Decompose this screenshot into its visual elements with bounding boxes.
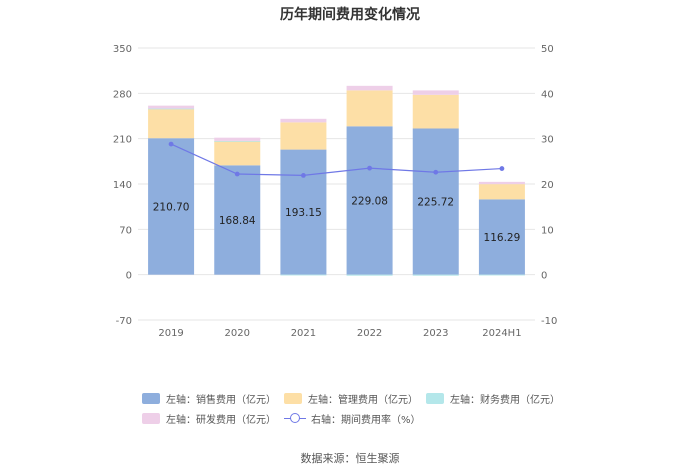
- chart-title: 历年期间费用变化情况: [280, 7, 420, 23]
- bar-segment: [412, 274, 459, 276]
- legend-swatch-sales: [142, 393, 160, 404]
- rate-point: [499, 166, 505, 171]
- x-axis-tick-label: 2023: [423, 328, 448, 339]
- x-axis-tick-label: 2020: [225, 328, 250, 339]
- data-label: 168.84: [219, 215, 256, 227]
- bar-segment: [280, 122, 327, 150]
- x-axis-tick-label: 2019: [158, 328, 183, 339]
- legend-item-rate[interactable]: 右轴：期间费用率（%）: [284, 411, 421, 426]
- x-axis-tick-label: 2024H1: [482, 328, 521, 339]
- bar-segment: [478, 184, 525, 200]
- bar-segment: [214, 140, 261, 142]
- bar-segment: [148, 108, 195, 110]
- left-axis-tick-label: 0: [126, 271, 132, 282]
- bar-segment: [148, 105, 195, 109]
- right-axis-tick-label: 0: [541, 271, 547, 282]
- right-axis-tick-label: 50: [541, 44, 554, 55]
- bar-segment: [148, 138, 195, 275]
- data-label: 210.70: [153, 201, 190, 213]
- left-axis-tick-label: 70: [119, 225, 132, 236]
- bar-segment: [346, 90, 393, 127]
- legend-label-rnd: 左轴：研发费用（亿元）: [166, 415, 276, 426]
- x-axis-tick-label: 2021: [291, 328, 316, 339]
- left-axis-tick-label: -70: [116, 316, 132, 327]
- bar-segment: [412, 128, 459, 275]
- bar-segment: [214, 165, 261, 275]
- right-axis-tick-label: 30: [541, 135, 554, 146]
- legend-label-finance: 左轴：财务费用（亿元）: [450, 395, 560, 406]
- chart-plot: -70 -10 0 0 70 10 140 20 210 30 280 40 350 50 2019 2020…: [113, 44, 557, 339]
- left-axis-tick-label: 210: [113, 135, 132, 146]
- x-axis-tick-label: 2022: [357, 328, 382, 339]
- rate-point: [433, 169, 439, 175]
- bar-segment: [214, 137, 261, 141]
- bar-segment: [346, 126, 393, 275]
- right-axis-tick-label: -10: [541, 316, 557, 327]
- bar-segment: [346, 85, 393, 91]
- bar-segment: [280, 274, 327, 276]
- left-axis-tick-label: 140: [113, 180, 132, 191]
- bar-segment: [148, 108, 195, 139]
- bar-segment: [412, 90, 459, 95]
- right-axis-tick-label: 40: [541, 89, 554, 100]
- legend-item-sales[interactable]: 左轴：销售费用（亿元）: [142, 391, 276, 406]
- bar-segment: [478, 181, 525, 185]
- legend-item-admin[interactable]: 左轴：管理费用（亿元）: [284, 391, 418, 406]
- bar-segment: [478, 199, 525, 275]
- data-label: 229.08: [351, 195, 388, 207]
- rate-point: [234, 171, 240, 177]
- legend-line-marker-icon: [284, 413, 306, 424]
- right-axis-tick-label: 10: [541, 225, 554, 236]
- left-axis-tick-label: 280: [113, 89, 132, 100]
- bar-segment: [280, 118, 327, 123]
- data-label: 225.72: [417, 197, 454, 209]
- right-axis-tick-label: 20: [541, 180, 554, 191]
- rate-line: [170, 143, 502, 176]
- rate-point: [301, 172, 306, 178]
- bar-segment: [214, 141, 261, 166]
- rate-point: [168, 141, 174, 147]
- legend-swatch-finance: [426, 393, 444, 404]
- legend-swatch-rnd: [142, 413, 160, 424]
- legend-label-rate: 右轴：期间费用率（%）: [311, 415, 421, 426]
- bar-segment: [412, 94, 459, 129]
- left-axis-tick-label: 350: [113, 44, 132, 55]
- data-label: 193.15: [285, 207, 322, 219]
- legend-item-rnd[interactable]: 左轴：研发费用（亿元）: [142, 411, 276, 426]
- bar-segment: [280, 149, 327, 275]
- bar-segment: [478, 274, 525, 276]
- legend-item-finance[interactable]: 左轴：财务费用（亿元）: [426, 391, 560, 406]
- rate-point: [367, 165, 372, 171]
- bar-segment: [346, 274, 393, 276]
- legend-label-admin: 左轴：管理费用（亿元）: [308, 395, 418, 406]
- legend-swatch-admin: [284, 393, 302, 404]
- legend-label-sales: 左轴：销售费用（亿元）: [166, 395, 276, 406]
- data-label: 116.29: [484, 232, 521, 244]
- source-note: 数据来源：恒生聚源: [300, 452, 400, 465]
